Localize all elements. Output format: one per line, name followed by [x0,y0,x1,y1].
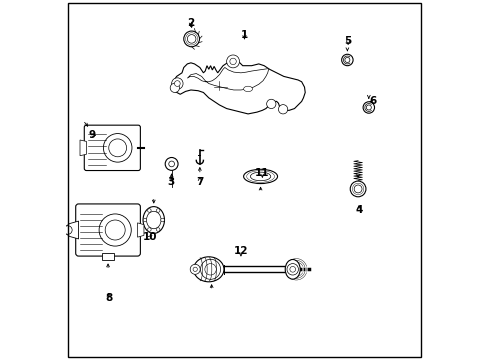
Polygon shape [102,253,114,260]
Polygon shape [80,140,86,156]
Circle shape [266,99,275,109]
Circle shape [278,105,287,114]
Circle shape [187,35,196,43]
Circle shape [99,214,131,246]
Polygon shape [187,67,268,90]
Ellipse shape [243,169,277,184]
Circle shape [190,264,200,274]
Circle shape [170,83,179,93]
Circle shape [353,185,361,193]
Ellipse shape [243,86,252,91]
Ellipse shape [146,211,161,229]
Circle shape [349,181,365,197]
Ellipse shape [285,260,300,279]
Circle shape [147,209,151,212]
Ellipse shape [250,172,270,181]
Circle shape [156,228,160,231]
Circle shape [204,264,216,275]
Circle shape [105,220,125,240]
Text: 4: 4 [354,205,362,215]
Circle shape [193,267,197,271]
Circle shape [108,139,126,157]
Circle shape [344,58,349,63]
Circle shape [147,228,151,231]
Text: 11: 11 [255,168,269,178]
Polygon shape [137,223,143,237]
Circle shape [168,161,174,167]
Circle shape [143,218,146,222]
Circle shape [200,259,220,279]
Text: 2: 2 [187,18,194,28]
Circle shape [183,31,199,47]
Circle shape [156,209,160,212]
Circle shape [289,266,295,272]
Circle shape [165,157,178,170]
Text: 9: 9 [88,130,95,140]
Circle shape [63,226,72,234]
Text: 8: 8 [105,293,112,303]
Polygon shape [171,60,305,114]
Ellipse shape [143,207,164,233]
Circle shape [366,105,370,110]
Text: 10: 10 [142,232,157,242]
Text: 1: 1 [241,30,247,40]
Circle shape [341,54,352,66]
Text: 3: 3 [167,177,175,187]
Circle shape [229,58,236,64]
Text: 6: 6 [369,96,376,107]
Text: 5: 5 [344,36,351,46]
Circle shape [161,218,164,222]
Text: 7: 7 [196,177,203,187]
FancyBboxPatch shape [84,125,140,171]
Circle shape [174,81,180,86]
Circle shape [286,264,298,275]
Circle shape [103,134,132,162]
Ellipse shape [193,257,224,282]
Circle shape [171,78,183,89]
Text: 12: 12 [233,247,248,256]
Circle shape [226,55,239,68]
FancyBboxPatch shape [76,204,140,256]
Circle shape [363,102,374,113]
Polygon shape [63,221,79,239]
